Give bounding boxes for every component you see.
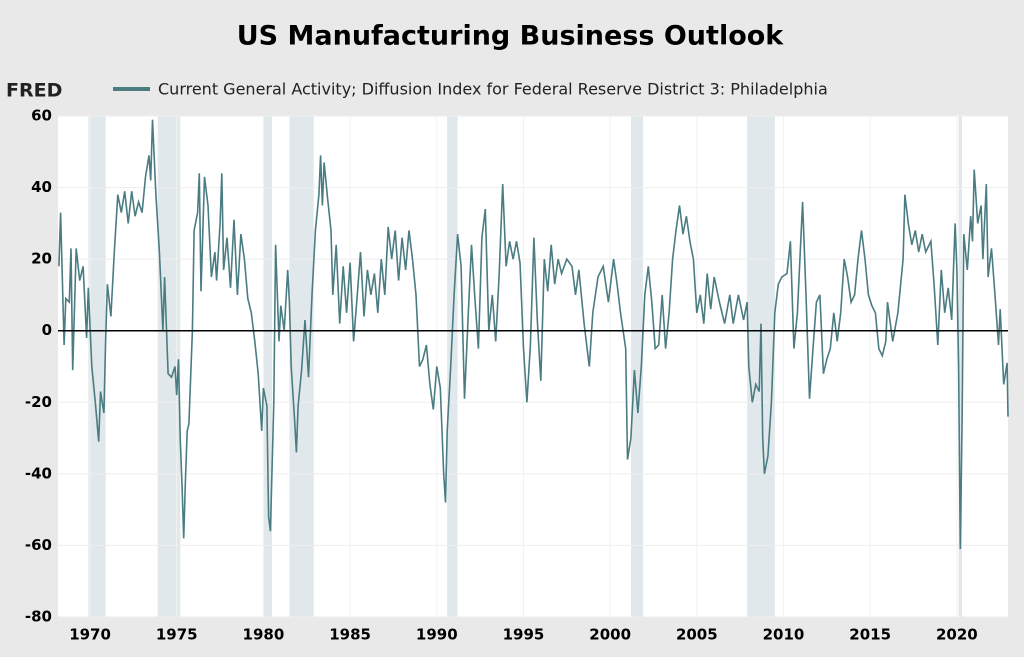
x-tick-label: 1980 [243,626,285,644]
y-tick-label: 60 [31,107,52,125]
x-tick-label: 2020 [936,626,978,644]
x-tick-label: 2005 [676,626,718,644]
chart-title: US Manufacturing Business Outlook [237,21,785,52]
y-tick-label: 20 [31,250,52,268]
recession-band [263,116,273,617]
plot-area [58,116,1008,617]
recession-band [88,116,106,617]
recession-band [958,116,963,617]
x-tick-label: 1970 [69,626,111,644]
x-tick-label: 2015 [849,626,891,644]
x-tick-label: 2000 [589,626,631,644]
recession-band [157,116,181,617]
x-tick-label: 2010 [763,626,805,644]
x-tick-label: 1985 [329,626,371,644]
x-tick-label: 1990 [416,626,458,644]
x-tick-label: 1995 [503,626,545,644]
logo: FRED [6,80,62,102]
legend-label: Current General Activity; Diffusion Inde… [158,80,828,99]
recession-band [447,116,458,617]
y-tick-label: -20 [25,393,52,411]
y-tick-label: -60 [25,536,52,554]
y-tick-label: 40 [31,178,52,196]
y-tick-label: -40 [25,464,52,482]
data-line [58,119,1009,550]
y-tick-label: 0 [42,321,52,339]
x-tick-label: 1975 [156,626,198,644]
y-tick-label: -80 [25,608,52,626]
recession-band [630,116,644,617]
